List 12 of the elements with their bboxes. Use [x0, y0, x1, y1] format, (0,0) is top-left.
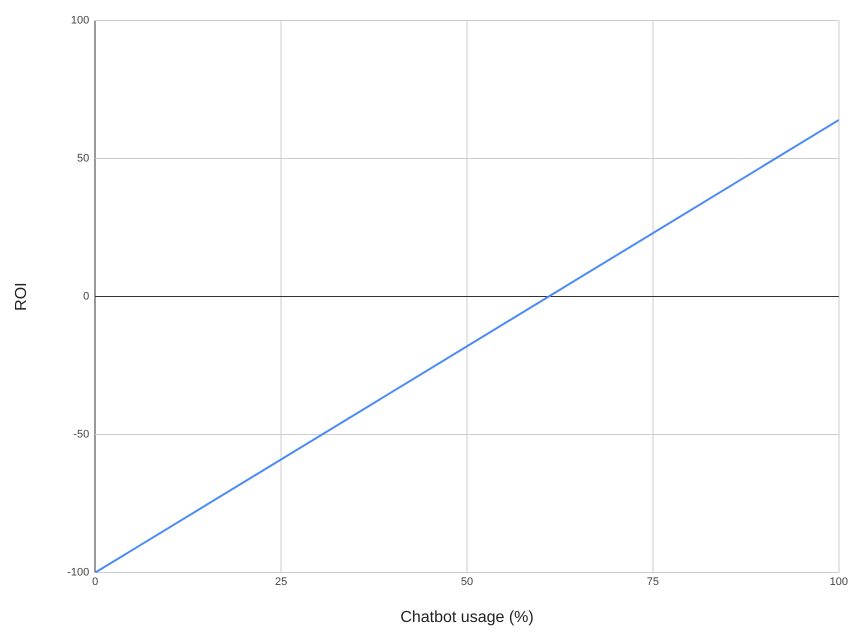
- y-tick-label: 50: [76, 152, 90, 165]
- x-tick-label: 100: [830, 576, 848, 588]
- y-axis-title: ROI: [13, 282, 30, 311]
- x-tick-label: 75: [646, 576, 660, 588]
- x-tick-label: 50: [460, 576, 474, 588]
- x-tick-label: 0: [92, 576, 98, 588]
- y-tick-label: 0: [83, 290, 90, 303]
- y-tick-label: -50: [73, 428, 90, 441]
- x-tick-label: 25: [274, 576, 288, 588]
- y-tick-label: 100: [70, 14, 90, 27]
- y-tick-label: -100: [67, 566, 90, 579]
- x-axis-title: Chatbot usage (%): [400, 608, 534, 626]
